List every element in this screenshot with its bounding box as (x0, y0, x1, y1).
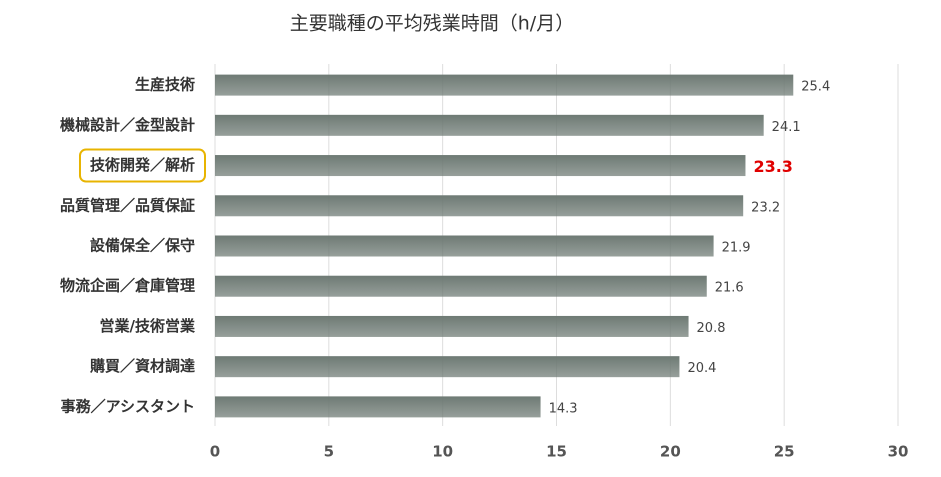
y-tick-label: 設備保全／保守 (90, 237, 195, 255)
value-label: 23.2 (751, 200, 780, 215)
bar (215, 155, 746, 177)
y-tick-label: 生産技術 (135, 76, 195, 94)
bar (215, 275, 707, 297)
bar (215, 114, 764, 136)
bar (215, 356, 680, 378)
x-tick-label: 30 (888, 443, 909, 461)
chart-title: 主要職種の平均残業時間（h/月） (290, 13, 574, 35)
value-label: 21.6 (715, 281, 744, 296)
x-tick-label: 20 (660, 443, 681, 461)
x-tick-label: 10 (432, 443, 453, 461)
value-label: 20.8 (697, 321, 726, 336)
y-tick-label: 営業/技術営業 (100, 317, 196, 335)
bar (215, 195, 744, 217)
x-tick-label: 15 (546, 443, 567, 461)
value-label: 21.9 (722, 241, 751, 256)
y-tick-label: 事務／アシスタント (61, 397, 195, 415)
bar (215, 235, 714, 257)
value-label: 25.4 (801, 80, 830, 95)
y-tick-label: 物流企画／倉庫管理 (60, 277, 195, 295)
y-tick-label: 品質管理／品質保証 (60, 196, 195, 214)
x-tick-label: 5 (324, 443, 334, 461)
value-label: 20.4 (687, 361, 716, 376)
y-tick-label: 機械設計／金型設計 (60, 116, 195, 134)
bar (215, 396, 541, 418)
x-tick-label: 25 (774, 443, 795, 461)
bar (215, 315, 689, 337)
y-tick-label: 技術開発／解析 (90, 156, 195, 174)
y-tick-label: 購買／資材調達 (89, 357, 195, 375)
value-label: 23.3 (753, 157, 792, 176)
bar (215, 74, 794, 96)
value-label: 24.1 (772, 120, 801, 135)
highlight-box (78, 148, 206, 183)
x-tick-label: 0 (210, 443, 220, 461)
value-label: 14.3 (549, 401, 578, 416)
